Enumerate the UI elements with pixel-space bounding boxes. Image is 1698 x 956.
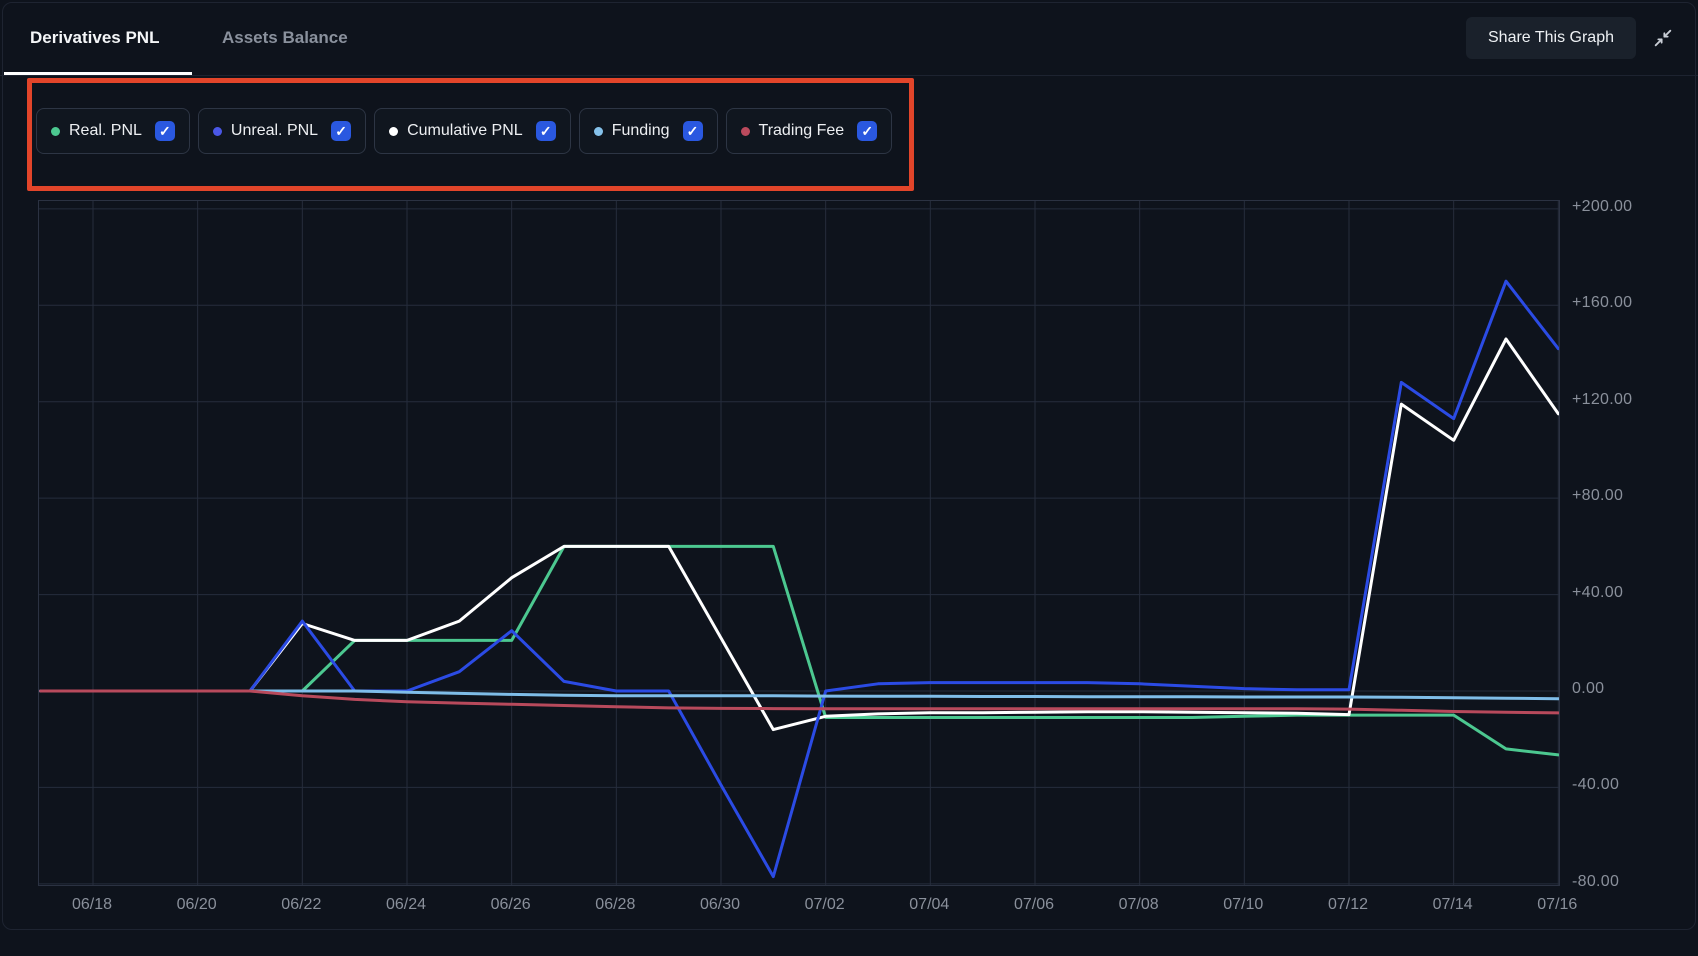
series-checkbox[interactable]: ✓	[682, 121, 703, 141]
legend-pill-real-pnl[interactable]: Real. PNL ✓	[36, 108, 190, 154]
tab-assets-balance[interactable]: Assets Balance	[222, 28, 348, 47]
legend-pill-trading-fee[interactable]: Trading Fee ✓	[725, 108, 893, 154]
series-checkbox[interactable]: ✓	[331, 121, 352, 141]
y-tick-label: 0.00	[1572, 680, 1605, 697]
x-tick-label: 07/14	[1432, 896, 1473, 913]
series-line-funding	[39, 689, 1559, 701]
x-tick-label: 07/04	[909, 896, 950, 913]
legend-pill-funding[interactable]: Funding ✓	[578, 108, 718, 154]
x-tick-label: 06/30	[699, 896, 740, 913]
y-tick-label: +200.00	[1572, 197, 1633, 215]
legend: Real. PNL ✓ Unreal. PNL ✓ Cumulative PNL ✓ Fun…	[36, 108, 893, 154]
legend-label: Cumulative PNL	[407, 122, 523, 139]
legend-label: Real. PNL	[69, 122, 142, 139]
active-tab-underline	[4, 72, 192, 75]
x-tick-label: 06/26	[490, 896, 531, 913]
pnl-line-chart	[39, 201, 1559, 885]
x-tick-label: 07/12	[1327, 896, 1368, 913]
x-tick-label: 06/22	[281, 896, 322, 913]
tab-derivatives-pnl[interactable]: Derivatives PNL	[30, 28, 160, 47]
x-tick-label: 06/18	[71, 896, 113, 913]
x-tick-label: 07/10	[1223, 896, 1264, 913]
y-tick-label: -40.00	[1572, 776, 1620, 794]
x-tick-label: 06/28	[595, 896, 636, 913]
series-line-unreal-pnl	[39, 279, 1559, 879]
y-tick-label: +120.00	[1572, 390, 1633, 408]
collapse-icon[interactable]	[1652, 27, 1674, 49]
series-color-dot	[740, 126, 750, 136]
legend-label: Unreal. PNL	[230, 122, 319, 139]
legend-pill-cumulative-pnl[interactable]: Cumulative PNL ✓	[374, 108, 571, 154]
annotation-highlight-rect	[27, 78, 914, 191]
x-tick-label: 06/20	[176, 896, 217, 913]
share-graph-button[interactable]: Share This Graph	[1466, 16, 1636, 59]
chart-plot-area[interactable]	[38, 200, 1560, 886]
x-tick-label: 07/08	[1118, 896, 1159, 913]
series-checkbox[interactable]: ✓	[154, 121, 175, 141]
series-line-trading-fee	[39, 689, 1559, 715]
series-checkbox[interactable]: ✓	[857, 121, 878, 141]
x-tick-label: 07/06	[1013, 896, 1054, 913]
legend-label: Trading Fee	[758, 122, 845, 139]
legend-label: Funding	[611, 122, 670, 139]
series-color-dot	[593, 126, 603, 136]
x-tick-label: 06/24	[385, 896, 426, 913]
series-color-dot	[212, 126, 222, 136]
topbar-controls: Share This Graph	[1466, 0, 1674, 75]
series-color-dot	[51, 126, 60, 136]
legend-pill-unreal-pnl[interactable]: Unreal. PNL ✓	[197, 108, 367, 154]
y-tick-label: +80.00	[1572, 487, 1624, 505]
x-tick-label: 07/16	[1537, 896, 1578, 913]
x-tick-label: 07/02	[804, 896, 845, 913]
top-bar: Derivatives PNL Assets Balance Share Thi…	[0, 0, 1698, 76]
y-tick-label: +40.00	[1572, 583, 1624, 601]
y-tick-label: -80.00	[1572, 872, 1620, 890]
series-checkbox[interactable]: ✓	[535, 121, 556, 141]
y-tick-label: +160.00	[1572, 294, 1633, 312]
series-color-dot	[389, 126, 399, 136]
series-line-cumulative-pnl	[39, 337, 1559, 732]
